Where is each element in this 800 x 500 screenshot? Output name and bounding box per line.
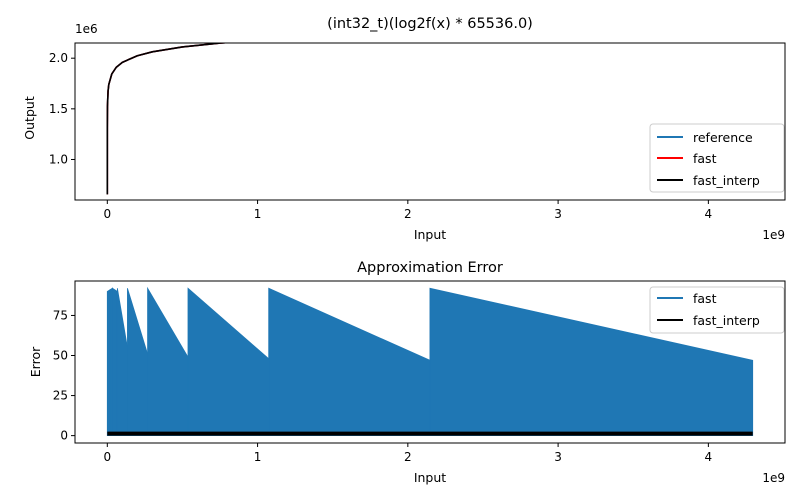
- top-y-tick-label: 1.5: [49, 102, 68, 116]
- legend-error-fast-label: fast: [693, 291, 717, 306]
- bottom-series-group: [106, 286, 754, 437]
- bottom-x-ticks: 0 1 2 3 4: [103, 443, 712, 464]
- bottom-chart-title: Approximation Error: [357, 260, 503, 276]
- top-x-tick-label: 1: [254, 207, 262, 221]
- bottom-y-tick-label: 50: [53, 349, 68, 363]
- top-axes-frame: [74, 42, 786, 201]
- bottom-plot-area: [106, 286, 754, 437]
- bottom-y-ticks: 0 25 50 75: [53, 308, 75, 443]
- top-series-fast-interp-line: [106, 43, 233, 195]
- bottom-x-axis-label: Input: [414, 470, 446, 485]
- bottom-y-axis-label: Error: [28, 346, 43, 377]
- top-x-tick-label: 3: [554, 207, 562, 221]
- top-x-tick-label: 4: [705, 207, 713, 221]
- top-y-tick-label: 1.0: [49, 152, 68, 166]
- bottom-x-offset-label: 1e9: [762, 471, 785, 485]
- top-y-tick-label: 2.0: [49, 51, 68, 65]
- top-x-tick-label: 2: [404, 207, 412, 221]
- bottom-x-tick-label: 4: [705, 450, 713, 464]
- bottom-y-tick-label: 25: [53, 389, 68, 403]
- error-fast-band: [112, 287, 118, 437]
- bottom-x-tick-label: 2: [404, 450, 412, 464]
- top-legend: reference fast fast_interp: [649, 123, 785, 193]
- top-chart-title: (int32_t)(log2f(x) * 65536.0): [327, 16, 533, 32]
- top-x-offset-label: 1e9: [762, 228, 785, 242]
- top-series-group: [106, 43, 233, 195]
- legend-reference-label: reference: [693, 130, 753, 145]
- top-legend-box: [649, 123, 785, 193]
- bottom-legend: fast fast_interp: [649, 286, 785, 334]
- bottom-y-tick-label: 0: [60, 429, 68, 443]
- legend-fast-label: fast: [693, 151, 717, 166]
- bottom-x-tick-label: 1: [254, 450, 262, 464]
- top-x-ticks: 0 1 2 3 4: [103, 200, 712, 221]
- bottom-axes-frame: [74, 280, 786, 444]
- top-y-axis-label: Output: [22, 96, 37, 140]
- bottom-x-tick-label: 3: [554, 450, 562, 464]
- top-x-axis-label: Input: [414, 227, 446, 242]
- bottom-x-tick-label: 0: [103, 450, 111, 464]
- legend-error-fast-interp-label: fast_interp: [693, 313, 760, 328]
- top-x-tick-label: 0: [103, 207, 111, 221]
- top-y-ticks: 1.0 1.5 2.0: [49, 51, 75, 166]
- top-plot-area: [106, 43, 233, 195]
- top-y-offset-label: 1e6: [75, 22, 98, 36]
- error-fast-interp-band: [107, 431, 753, 436]
- legend-fast-interp-label: fast_interp: [693, 173, 760, 188]
- bottom-legend-box: [649, 286, 785, 334]
- bottom-y-tick-label: 75: [53, 308, 68, 322]
